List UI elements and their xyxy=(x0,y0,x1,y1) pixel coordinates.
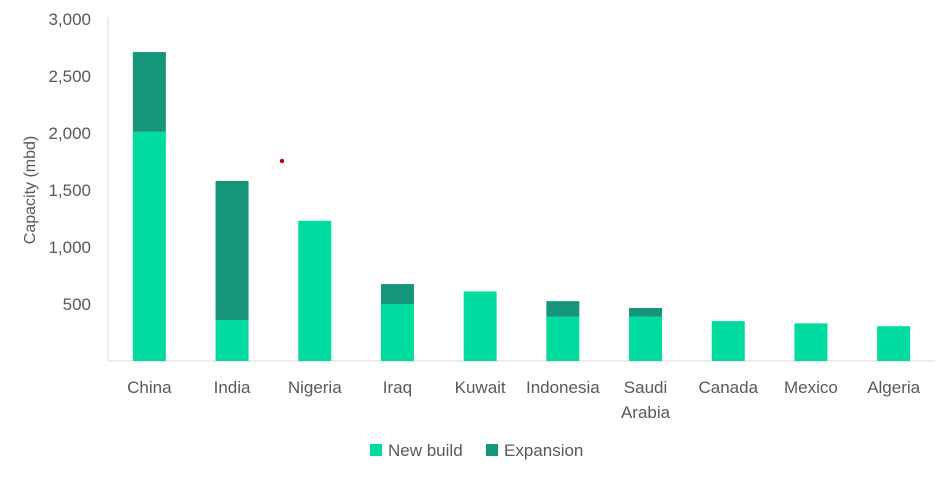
bar-new-build xyxy=(711,321,745,361)
y-tick-label: 3,000 xyxy=(48,10,91,29)
y-tick-label: 1,000 xyxy=(48,238,91,257)
x-tick-label: Nigeria xyxy=(288,378,342,397)
bars xyxy=(132,52,911,361)
bar-expansion xyxy=(215,180,249,320)
bar-expansion xyxy=(546,301,580,317)
x-tick-label: Indonesia xyxy=(526,378,600,397)
y-axis-title: Capacity (mbd) xyxy=(22,136,39,244)
y-tick-label: 1,500 xyxy=(48,181,91,200)
x-tick-label: Saudi Arabia xyxy=(621,378,671,422)
legend-label: New build xyxy=(388,441,463,460)
legend: New build Expansion xyxy=(370,441,583,460)
y-tick-label: 2,500 xyxy=(48,67,91,86)
bar-new-build xyxy=(546,316,580,361)
bar-new-build xyxy=(215,319,249,361)
x-tick-label: Kuwait xyxy=(455,378,506,397)
bar-expansion xyxy=(132,52,166,132)
legend-label: Expansion xyxy=(504,441,583,460)
category-labels: China India Nigeria Iraq Kuwait Indonesia Saud… xyxy=(127,378,921,422)
bar-expansion xyxy=(380,284,414,304)
y-tick-label: 2,000 xyxy=(48,124,91,143)
x-tick-label: Canada xyxy=(698,378,758,397)
legend-swatch xyxy=(486,444,498,456)
bar-new-build xyxy=(794,323,828,361)
x-tick-label: Mexico xyxy=(784,378,838,397)
bar-new-build xyxy=(380,304,414,361)
y-tick-label: 500 xyxy=(63,295,91,314)
x-tick-label: Algeria xyxy=(867,378,920,397)
x-tick-label: India xyxy=(214,378,251,397)
bar-new-build xyxy=(877,326,911,361)
bar-new-build xyxy=(463,291,497,361)
legend-swatch xyxy=(370,444,382,456)
bar-new-build xyxy=(629,316,663,361)
x-tick-label: Iraq xyxy=(383,378,412,397)
bar-new-build xyxy=(132,131,166,361)
bar-expansion xyxy=(629,307,663,317)
y-axis: 500 1,000 1,500 2,000 2,500 3,000 xyxy=(48,10,109,361)
bar-new-build xyxy=(298,220,332,361)
x-tick-label: China xyxy=(127,378,172,397)
annotation-marker xyxy=(279,158,285,164)
